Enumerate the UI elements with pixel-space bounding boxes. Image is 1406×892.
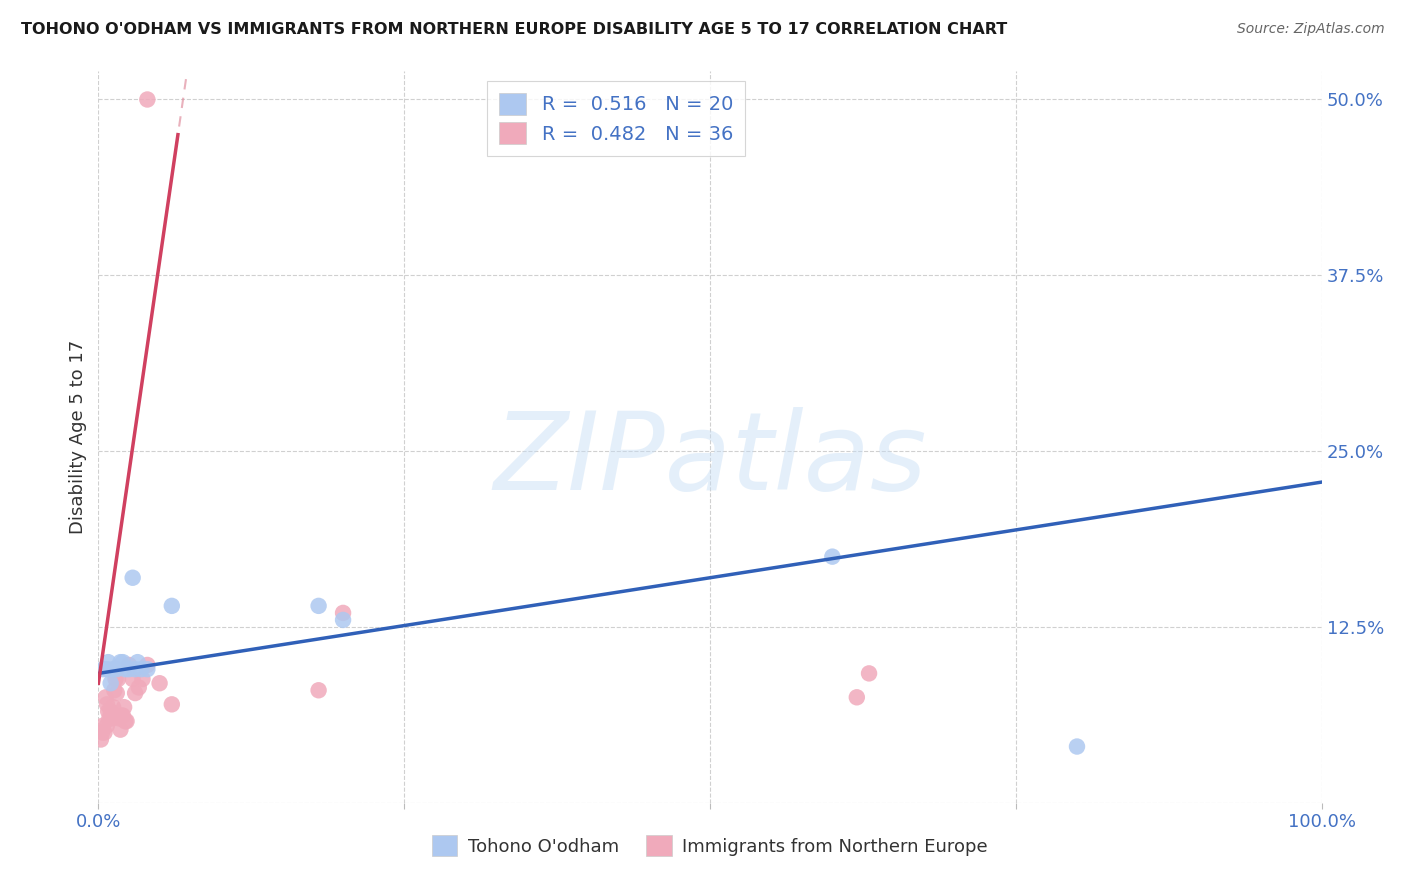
Point [93,725,115,739]
Point [308,683,330,698]
Point [111,708,134,723]
Point [104,672,127,686]
Point [110,723,132,737]
Point [101,662,124,676]
Point [121,672,143,686]
Text: TOHONO O'ODHAM VS IMMIGRANTS FROM NORTHERN EUROPE DISABILITY AGE 5 TO 17 CORRELA: TOHONO O'ODHAM VS IMMIGRANTS FROM NORTHE… [21,22,1007,37]
Point [160,599,183,613]
Point [858,666,880,681]
Point [136,662,159,676]
Point [107,672,129,686]
Point [110,655,132,669]
Point [96,718,118,732]
Y-axis label: Disability Age 5 to 17: Disability Age 5 to 17 [69,340,87,534]
Point [108,711,131,725]
Point [101,700,124,714]
Point [332,613,354,627]
Point [91,725,114,739]
Point [128,681,150,695]
Point [129,662,152,676]
Point [103,683,125,698]
Point [332,606,354,620]
Point [100,705,122,719]
Point [114,662,136,676]
Point [111,708,134,723]
Point [97,705,120,719]
Point [124,686,146,700]
Point [90,732,112,747]
Point [121,571,143,585]
Text: ZIPatlas: ZIPatlas [494,407,927,511]
Point [91,662,114,676]
Point [105,686,128,700]
Point [124,662,146,676]
Point [115,714,138,729]
Point [100,676,122,690]
Legend: Tohono O'odham, Immigrants from Northern Europe: Tohono O'odham, Immigrants from Northern… [425,828,995,863]
Point [101,711,124,725]
Point [118,657,141,672]
Point [845,690,868,705]
Point [118,662,141,676]
Point [96,698,118,712]
Point [308,599,330,613]
Point [98,711,121,725]
Point [97,655,120,669]
Point [111,655,134,669]
Point [127,655,149,669]
Point [821,549,844,564]
Point [160,698,183,712]
Point [114,714,136,729]
Point [131,672,153,686]
Point [112,700,135,714]
Point [96,662,118,676]
Point [94,690,117,705]
Point [136,657,159,672]
Point [1066,739,1088,754]
Point [149,676,172,690]
Point [91,718,114,732]
Text: Source: ZipAtlas.com: Source: ZipAtlas.com [1237,22,1385,37]
Point [105,662,128,676]
Point [136,93,159,107]
